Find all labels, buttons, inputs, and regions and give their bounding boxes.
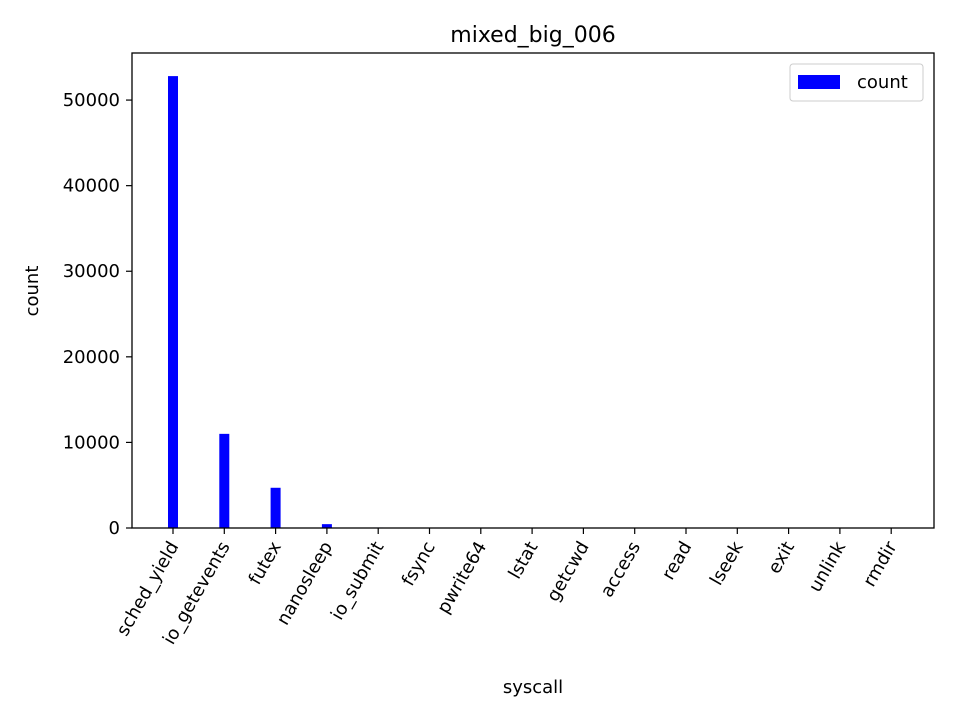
x-tick-label: lstat: [504, 538, 542, 583]
x-tick-label: lseek: [706, 538, 748, 590]
y-tick-label: 40000: [63, 176, 120, 197]
x-tick-label: unlink: [805, 538, 851, 596]
x-tick-label: pwrite64: [433, 538, 491, 617]
y-tick-label: 30000: [63, 261, 120, 282]
x-tick-label: read: [658, 538, 696, 584]
x-tick-label: futex: [245, 538, 286, 589]
y-tick-label: 10000: [63, 432, 120, 453]
legend-box: [789, 63, 924, 102]
bars-group: [168, 76, 897, 529]
x-tick-label: exit: [764, 538, 799, 577]
x-tick-label: fsync: [398, 538, 440, 590]
x-axis-label: syscall: [503, 677, 563, 698]
plot-frame: [131, 52, 935, 529]
legend-swatch: [798, 75, 840, 89]
y-axis: 0 10000 20000 30000 40000 50000: [63, 90, 132, 539]
x-tick-label: rmdir: [859, 537, 902, 590]
legend: count: [789, 63, 924, 102]
y-tick-label: 50000: [63, 90, 120, 111]
y-axis-label: count: [22, 266, 43, 317]
bar-io_getevents: [219, 433, 230, 528]
y-tick-label: 0: [109, 518, 120, 539]
legend-label: count: [857, 72, 908, 93]
y-tick-label: 20000: [63, 347, 120, 368]
bar-sched_yield: [168, 76, 178, 529]
x-tick-label: access: [597, 538, 646, 601]
bar-futex: [270, 487, 281, 528]
x-tick-label: getcwd: [543, 538, 594, 605]
bar-nanosleep: [321, 524, 332, 528]
x-tick-label: io_submit: [327, 538, 389, 624]
chart-title: mixed_big_006: [450, 23, 615, 48]
